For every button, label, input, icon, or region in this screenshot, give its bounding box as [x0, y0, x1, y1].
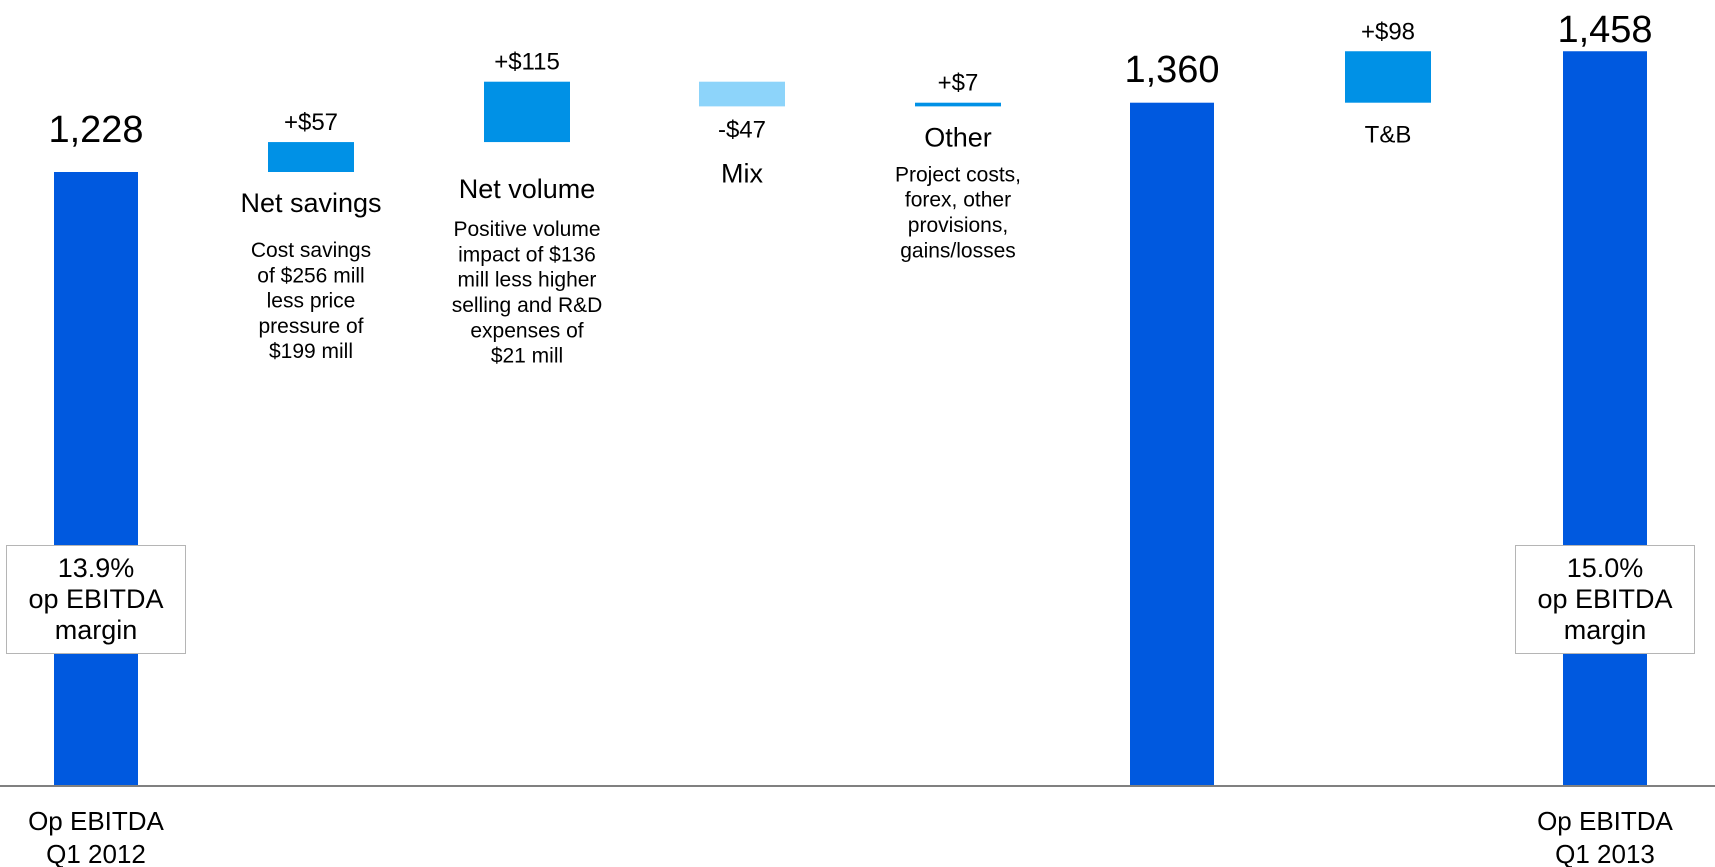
bar-3 [699, 81, 785, 107]
annotation-line: margin [54, 615, 138, 645]
annotation-line: 15.0% [1566, 553, 1644, 583]
step-detail-line: Positive volume [453, 218, 600, 241]
step-detail-line: mill less higher [458, 269, 597, 292]
bar-6 [1345, 51, 1431, 103]
step-detail-line: pressure of [258, 315, 363, 338]
annotation-line: op EBITDA [1537, 584, 1673, 614]
step-detail-line: $21 mill [491, 345, 563, 368]
step-detail-line: Cost savings [251, 239, 371, 262]
step-title: Other [924, 122, 992, 152]
bar-0 [54, 172, 138, 786]
step-detail-line: expenses of [470, 319, 583, 342]
bar-group [54, 51, 1647, 786]
value-label: +$98 [1361, 18, 1415, 45]
step-detail-line: forex, other [905, 189, 1011, 212]
step-detail-line: Project costs, [895, 163, 1021, 186]
step-detail-line: gains/losses [900, 239, 1016, 262]
step-title: T&B [1365, 122, 1412, 149]
annotation-line: margin [1563, 615, 1647, 645]
category-label: Q1 2013 [1555, 839, 1655, 867]
step-detail-line: less price [267, 290, 356, 313]
step-detail-line: provisions, [908, 214, 1008, 237]
bar-2 [484, 81, 570, 143]
margin-annotation: 13.9% op EBITDA margin [6, 545, 186, 654]
value-label: 1,228 [48, 109, 143, 151]
step-title: Net volume [459, 174, 596, 204]
label-group: 1,228 Op EBITDA Q1 2012 +$57 Net savings Cost… [28, 9, 1673, 867]
step-detail-line: selling and R&D [452, 294, 603, 317]
value-label: 1,458 [1557, 9, 1652, 51]
category-label: Q1 2012 [46, 839, 146, 867]
annotation-line: 13.9% [57, 553, 135, 583]
bar-4 [915, 102, 1001, 107]
step-detail-line: of $256 mill [257, 264, 364, 287]
value-label: -$47 [718, 116, 766, 143]
margin-annotation: 15.0% op EBITDA margin [1515, 545, 1695, 654]
step-detail-line: $199 mill [269, 340, 353, 363]
category-label: Op EBITDA [1537, 806, 1673, 836]
bar-5 [1130, 102, 1214, 786]
annotation-line: op EBITDA [28, 584, 164, 614]
value-label: +$7 [938, 70, 979, 97]
value-label: 1,360 [1124, 49, 1219, 91]
bar-7 [1563, 51, 1647, 786]
value-label: +$115 [494, 49, 560, 76]
value-label: +$57 [284, 109, 338, 136]
category-label: Op EBITDA [28, 806, 164, 836]
step-title: Net savings [240, 188, 381, 218]
step-detail-line: impact of $136 [458, 243, 596, 266]
step-title: Mix [721, 158, 763, 188]
bar-1 [268, 142, 354, 172]
